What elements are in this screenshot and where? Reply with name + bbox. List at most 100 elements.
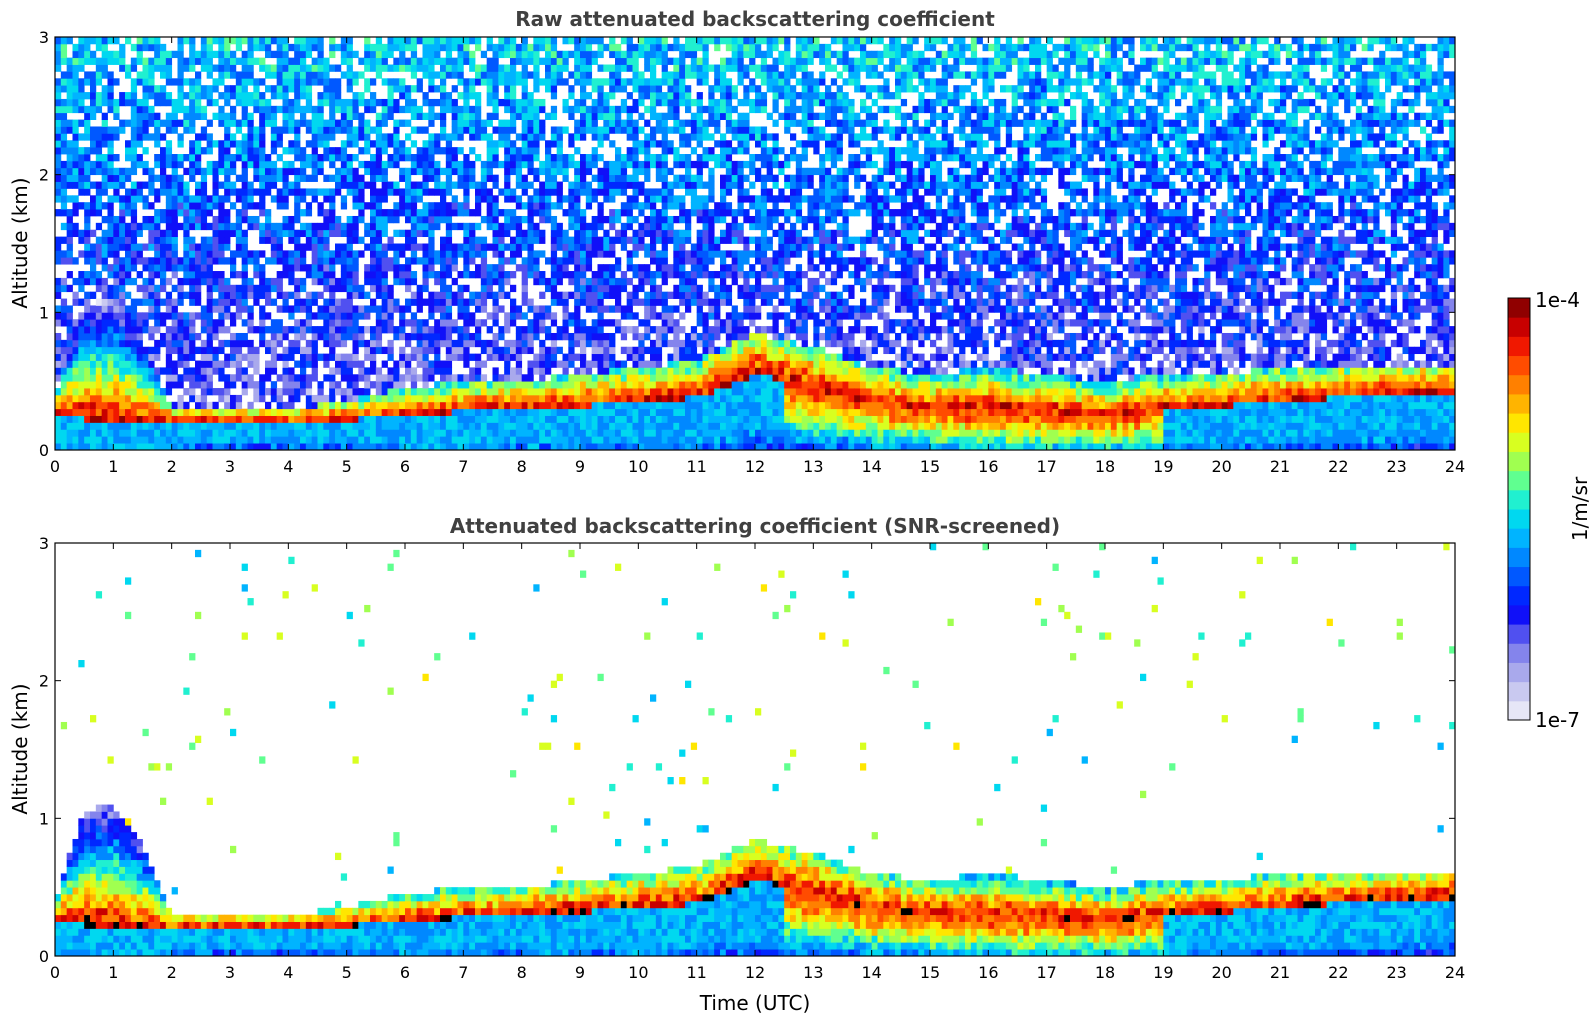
heatmap-cell <box>218 298 225 306</box>
heatmap-cell <box>270 174 278 182</box>
heatmap-cell <box>556 222 563 231</box>
heatmap-cell <box>510 374 517 382</box>
heatmap-cell <box>294 332 301 341</box>
heatmap-cell <box>626 443 633 450</box>
heatmap-cell <box>445 57 453 65</box>
heatmap-cell <box>638 209 645 217</box>
heatmap-cell <box>492 126 499 134</box>
heatmap-cell <box>165 147 173 155</box>
heatmap-cell <box>66 98 73 107</box>
heatmap-cell <box>218 57 225 65</box>
heatmap-cell <box>515 133 523 141</box>
heatmap-cell <box>364 140 371 148</box>
heatmap-cell <box>317 332 324 341</box>
heatmap-cell <box>626 353 633 361</box>
heatmap-cell <box>113 339 120 348</box>
heatmap-cell <box>661 250 668 258</box>
heatmap-cell <box>125 388 132 396</box>
heatmap-cell <box>428 236 435 244</box>
heatmap-cell <box>130 394 138 403</box>
heatmap-cell <box>119 367 126 375</box>
heatmap-cell <box>183 264 190 272</box>
heatmap-cell <box>212 443 219 450</box>
heatmap-cell <box>620 167 628 176</box>
heatmap-cell <box>545 112 552 120</box>
heatmap-cell <box>189 147 196 155</box>
heatmap-cell <box>597 236 604 244</box>
heatmap-cell <box>550 360 558 368</box>
heatmap-cell <box>148 332 155 341</box>
heatmap-cell <box>568 394 575 403</box>
heatmap-cell <box>632 298 639 306</box>
heatmap-cell <box>410 326 418 334</box>
heatmap-cell <box>463 167 470 176</box>
heatmap-cell <box>177 202 184 210</box>
heatmap-cell <box>632 126 639 134</box>
heatmap-cell <box>486 436 493 444</box>
heatmap-cell <box>527 209 534 217</box>
heatmap-cell <box>329 174 336 182</box>
heatmap-cell <box>440 401 447 410</box>
heatmap-cell <box>620 64 628 72</box>
heatmap-cell <box>130 147 138 155</box>
heatmap-cell <box>504 50 511 59</box>
heatmap-cell <box>282 401 289 410</box>
heatmap-cell <box>661 394 668 403</box>
heatmap-cell <box>603 346 610 355</box>
heatmap-cell <box>165 367 173 375</box>
heatmap-cell <box>393 160 400 169</box>
heatmap-cell <box>329 264 336 272</box>
heatmap-cell <box>405 229 412 238</box>
heatmap-cell <box>638 284 645 293</box>
heatmap-cell <box>597 394 604 403</box>
heatmap-cell <box>620 415 628 423</box>
heatmap-cell <box>130 312 138 320</box>
heatmap-cell <box>55 147 62 155</box>
heatmap-cell <box>340 195 348 203</box>
heatmap-cell <box>72 92 79 100</box>
heatmap-cell <box>276 236 283 244</box>
heatmap-cell <box>259 236 266 244</box>
heatmap-cell <box>95 126 103 134</box>
heatmap-cell <box>171 429 178 437</box>
heatmap-cell <box>457 374 464 382</box>
heatmap-cell <box>352 381 359 389</box>
heatmap-cell <box>55 443 62 450</box>
heatmap-cell <box>253 415 260 423</box>
heatmap-cell <box>615 415 622 423</box>
heatmap-cell <box>107 271 114 279</box>
heatmap-cell <box>317 50 324 59</box>
heatmap-cell <box>300 408 307 416</box>
heatmap-cell <box>340 167 348 176</box>
heatmap-cell <box>469 394 476 403</box>
heatmap-cell <box>154 119 161 127</box>
heatmap-cell <box>165 443 173 450</box>
heatmap-cell <box>125 401 132 410</box>
heatmap-cell <box>125 277 132 286</box>
heatmap-cell <box>405 64 412 72</box>
heatmap-cell <box>107 298 114 306</box>
heatmap-cell <box>206 388 213 396</box>
heatmap-cell <box>60 401 68 410</box>
heatmap-cell <box>445 298 453 306</box>
heatmap-cell <box>90 326 97 334</box>
heatmap-cell <box>504 98 511 107</box>
heatmap-cell <box>469 250 476 258</box>
heatmap-cell <box>160 43 167 52</box>
heatmap-cell <box>469 429 476 437</box>
heatmap-cell <box>259 284 266 293</box>
heatmap-cell <box>101 422 108 430</box>
heatmap-cell <box>224 57 231 65</box>
heatmap-cell <box>510 140 517 148</box>
heatmap-cell <box>136 71 143 79</box>
heatmap-cell <box>597 264 604 272</box>
heatmap-cell <box>294 284 301 293</box>
heatmap-cell <box>66 195 73 203</box>
heatmap-cell <box>591 195 598 203</box>
heatmap-cell <box>504 401 511 410</box>
heatmap-cell <box>545 394 552 403</box>
heatmap-cell <box>486 112 493 120</box>
heatmap-cell <box>428 78 435 86</box>
heatmap-cell <box>445 147 453 155</box>
heatmap-cell <box>230 181 237 189</box>
